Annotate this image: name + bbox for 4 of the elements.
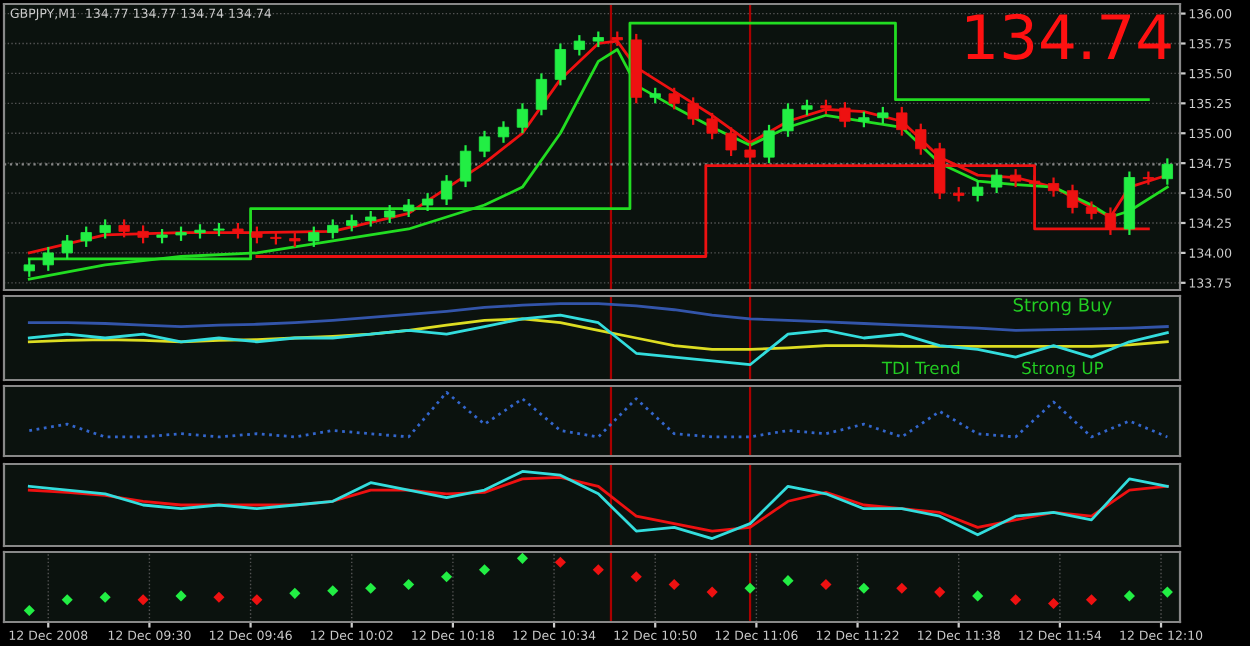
annotation: Strong UP	[1022, 361, 1104, 378]
annotation: 134.74	[967, 13, 1171, 60]
annotation: TDI Trend	[881, 361, 960, 375]
annotation: Strong Buy	[1013, 298, 1112, 316]
